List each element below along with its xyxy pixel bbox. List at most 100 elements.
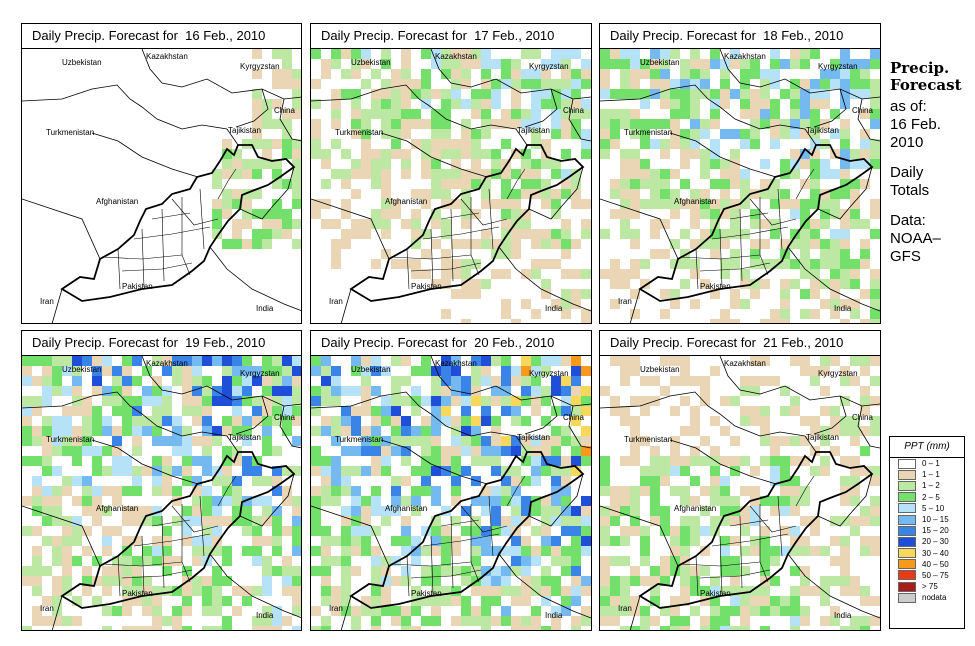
precip-cell: [311, 366, 321, 376]
precip-cell: [740, 406, 750, 416]
map-label-kyrgyzstan: Kyrgyzstan: [529, 369, 569, 378]
precip-cell: [371, 89, 381, 99]
precip-cell: [870, 299, 880, 309]
precip-cell: [331, 456, 341, 466]
legend-swatch: [898, 525, 916, 536]
precip-cell: [790, 396, 800, 406]
precip-cell: [321, 556, 331, 566]
precip-cell: [351, 159, 361, 169]
precip-cell: [321, 596, 331, 606]
precip-cell: [122, 426, 132, 436]
precip-cell: [52, 446, 62, 456]
precip-cell: [401, 626, 411, 630]
precip-cell: [670, 129, 680, 139]
precip-cell: [62, 536, 72, 546]
precip-cell: [321, 546, 331, 556]
precip-cell: [521, 356, 531, 366]
precip-cell: [630, 506, 640, 516]
precip-cell: [401, 446, 411, 456]
precip-cell: [670, 259, 680, 269]
precip-cell: [800, 59, 810, 69]
precip-cell: [770, 596, 780, 606]
precip-cell: [481, 416, 491, 426]
precip-cell: [32, 566, 42, 576]
precip-cell: [222, 616, 232, 626]
precip-cell: [610, 356, 620, 366]
precip-cell: [222, 169, 232, 179]
precip-cell: [391, 356, 401, 366]
country-border: [209, 553, 301, 619]
precip-cell: [371, 219, 381, 229]
precip-cell: [162, 566, 172, 576]
precip-cell: [441, 446, 451, 456]
precip-cell: [690, 139, 700, 149]
precip-cell: [670, 526, 680, 536]
precip-cell: [381, 179, 391, 189]
precip-cell: [710, 596, 720, 606]
precip-cell: [790, 456, 800, 466]
precip-cell: [790, 99, 800, 109]
precip-cell: [730, 219, 740, 229]
precip-cell: [770, 546, 780, 556]
precip-cell: [32, 616, 42, 626]
precip-cell: [780, 289, 790, 299]
precip-cell: [650, 616, 660, 626]
precip-cell: [351, 49, 361, 59]
precip-cell: [52, 356, 62, 366]
precip-cell: [680, 159, 690, 169]
precip-cell: [132, 516, 142, 526]
precip-cell: [810, 89, 820, 99]
precip-cell: [551, 446, 561, 456]
precip-cell: [282, 59, 292, 69]
country-border: [340, 288, 352, 323]
precip-cell: [561, 229, 571, 239]
precip-cell: [321, 356, 331, 366]
precip-cell: [431, 406, 441, 416]
precip-cell: [431, 279, 441, 289]
precip-cell: [481, 406, 491, 416]
precip-cell: [810, 219, 820, 229]
precip-cell: [72, 356, 82, 366]
precip-cell: [102, 416, 112, 426]
precip-cell: [212, 606, 222, 616]
precip-cell: [511, 209, 521, 219]
precip-cell: [850, 616, 860, 626]
precip-cell: [262, 576, 272, 586]
precip-cell: [760, 586, 770, 596]
precip-cell: [421, 139, 431, 149]
precip-cell: [650, 229, 660, 239]
precip-cell: [341, 239, 351, 249]
precip-cell: [401, 79, 411, 89]
precip-cell: [341, 169, 351, 179]
legend-item: 1 – 2: [890, 480, 964, 491]
precip-cell: [660, 516, 670, 526]
precip-cell: [630, 259, 640, 269]
precip-cell: [351, 426, 361, 436]
legend-swatch: [898, 548, 916, 559]
precip-cell: [152, 546, 162, 556]
precip-cell: [311, 496, 321, 506]
precip-cell: [461, 466, 471, 476]
precip-cell: [331, 59, 341, 69]
precip-cell: [531, 229, 541, 239]
precip-cell: [511, 556, 521, 566]
province-border: [795, 168, 815, 200]
precip-cell: [561, 396, 571, 406]
precip-cell: [331, 536, 341, 546]
precip-cell: [172, 376, 182, 386]
precip-cell: [780, 239, 790, 249]
precip-cell: [292, 386, 301, 396]
precip-cell: [630, 109, 640, 119]
precip-cell: [870, 119, 880, 129]
legend-label: > 75: [922, 582, 938, 592]
precip-cell: [571, 586, 581, 596]
precip-cell: [341, 69, 351, 79]
precip-cell: [551, 516, 561, 526]
precip-cell: [252, 119, 262, 129]
precip-cell: [72, 456, 82, 466]
precip-cell: [760, 546, 770, 556]
precip-cell: [511, 219, 521, 229]
precip-cell: [431, 139, 441, 149]
precip-cell: [421, 49, 431, 59]
country-border: [857, 98, 880, 142]
